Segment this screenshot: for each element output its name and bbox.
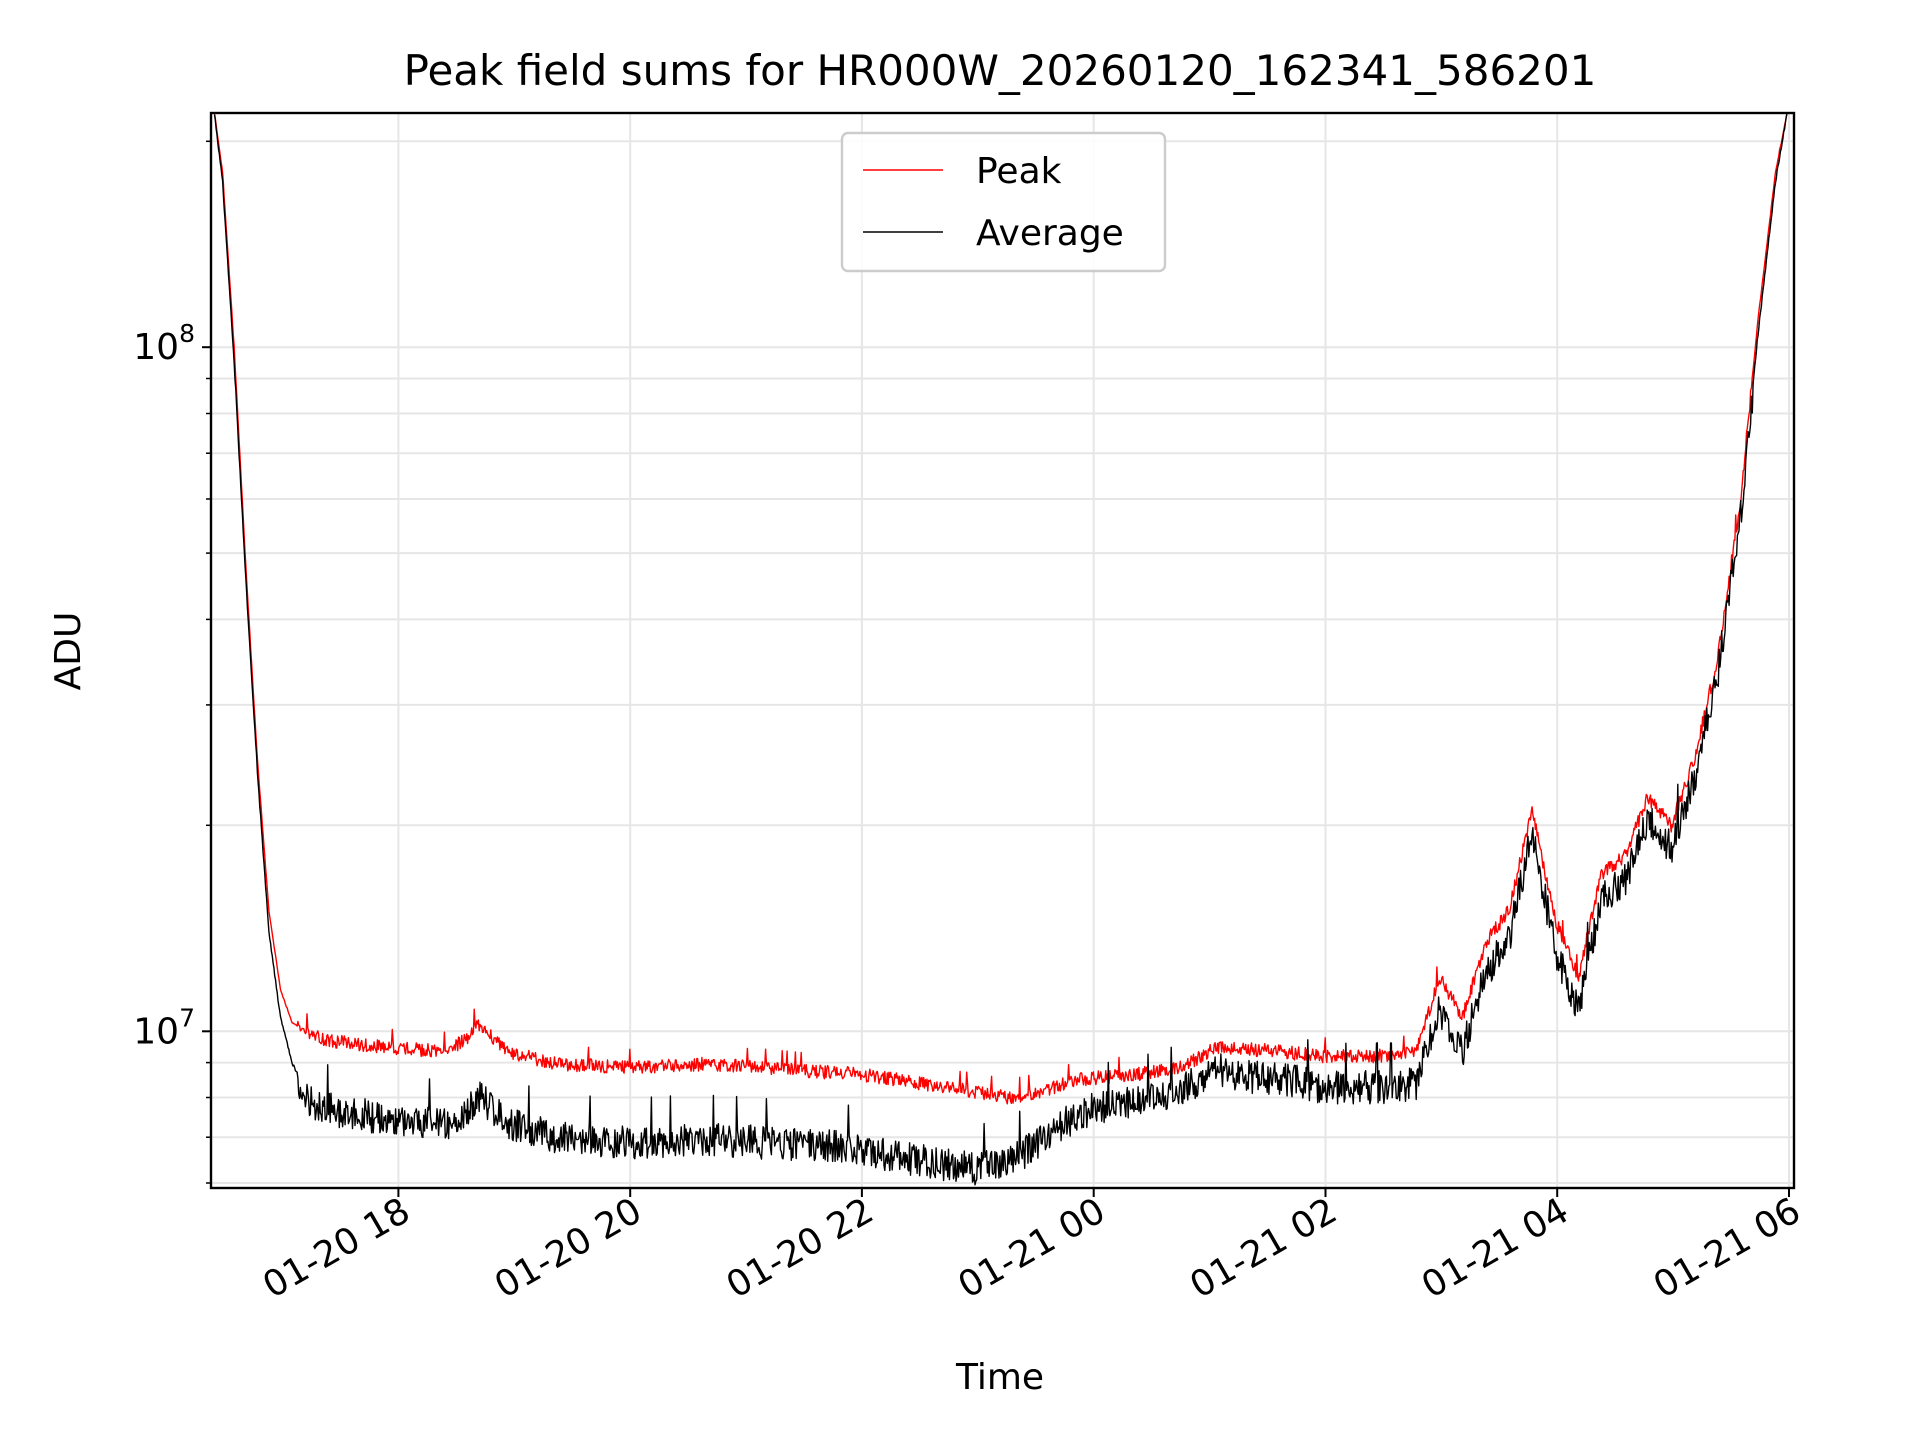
x-axis: 01-20 18 01-20 20 01-20 22 01-21 00 01-21 02… [256,1188,1808,1307]
y-tick-exponent: 7 [179,1003,195,1032]
x-tick-label: 01-20 22 [720,1190,881,1306]
x-tick-label: 01-21 04 [1415,1190,1576,1306]
x-tick-label: 01-20 20 [488,1190,649,1306]
y-tick-exponent: 8 [179,319,195,348]
x-tick-label: 01-20 18 [256,1190,417,1306]
y-tick-label: 107 [133,1003,195,1052]
legend-box [840,131,1167,273]
legend-label-peak: Peak [976,151,1062,192]
legend-label-average: Average [976,213,1124,254]
x-tick-label: 01-21 00 [952,1190,1113,1306]
series-layer [213,112,1788,1186]
chart-title: Peak field sums for HR000W_20260120_1623… [404,46,1597,95]
grid [211,113,1794,1188]
legend: Peak Average [840,131,1167,273]
series-line-peak [213,112,1788,1105]
x-tick-label: 01-21 06 [1647,1190,1808,1306]
series-line-average [213,112,1788,1186]
y-axis: 107 108 [133,140,211,1184]
y-tick-label: 108 [133,319,195,368]
x-tick-label: 01-21 02 [1183,1190,1344,1306]
y-axis-label: ADU [48,612,89,691]
x-axis-label: Time [955,1357,1044,1398]
plot-area-frame [209,111,1796,1190]
